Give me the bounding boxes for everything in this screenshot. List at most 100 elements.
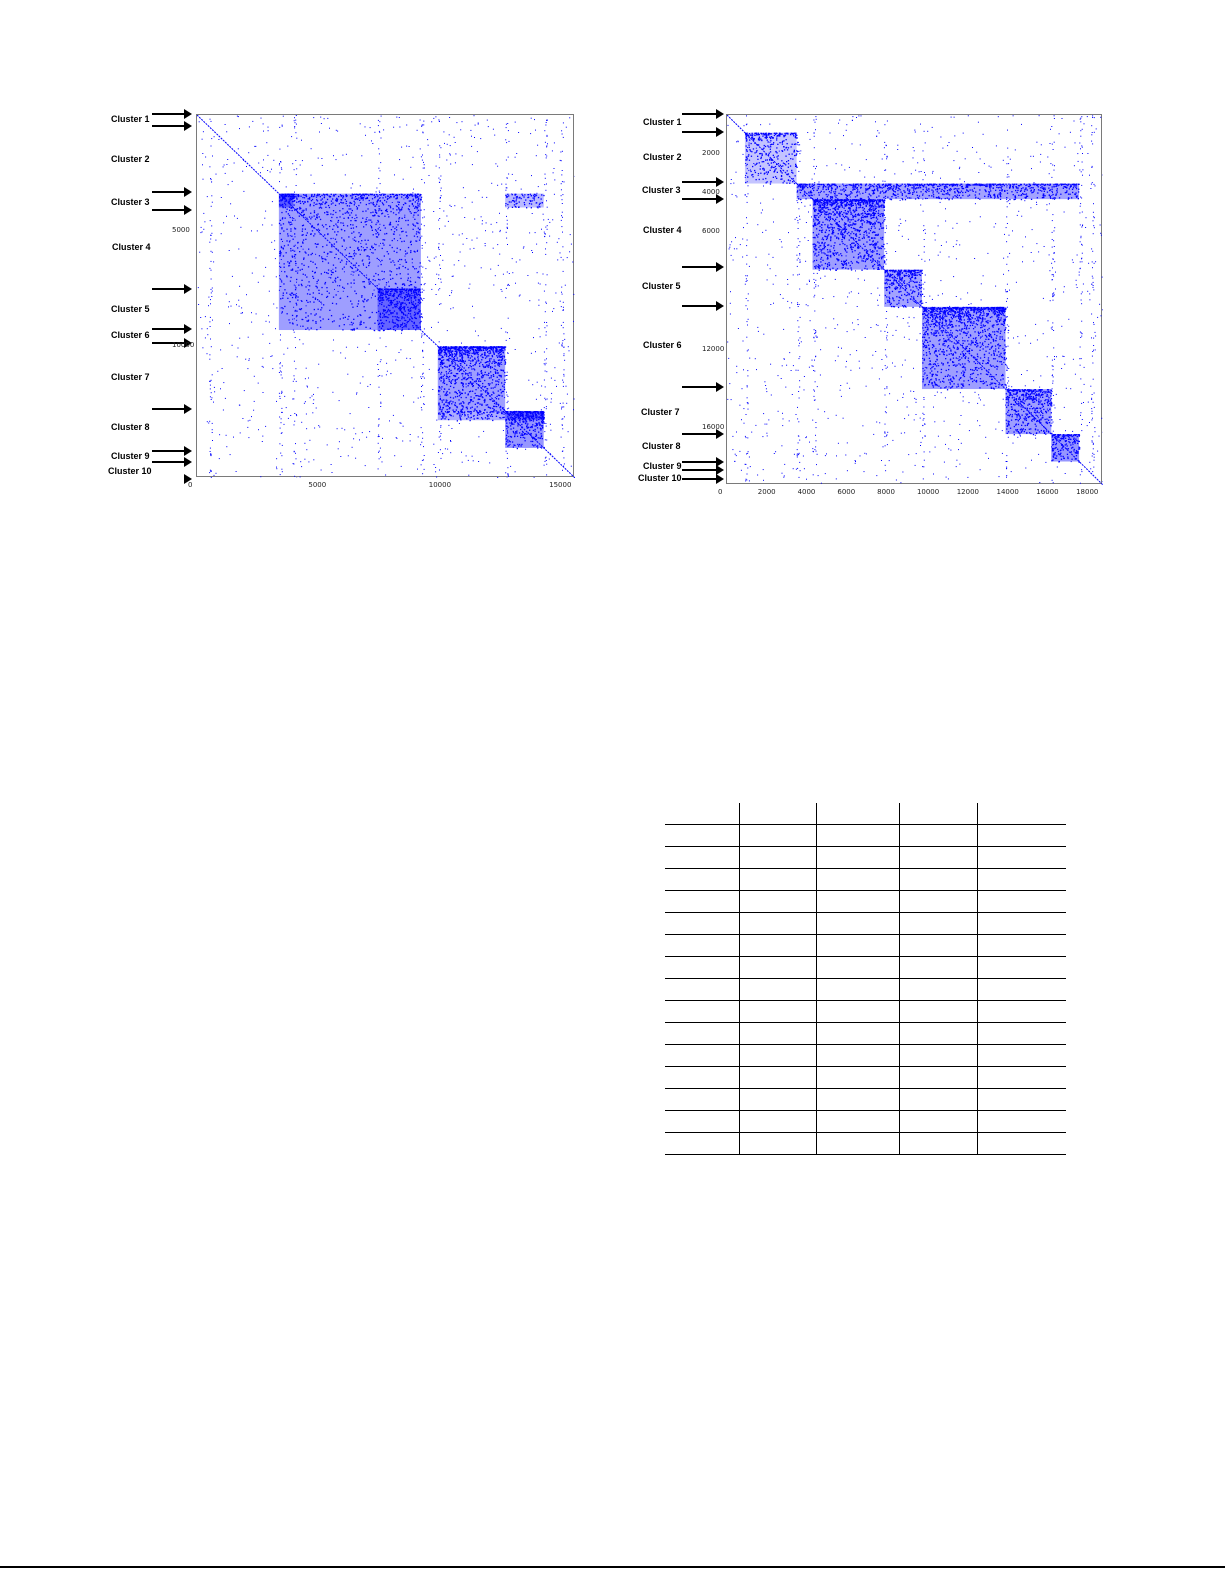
matrix-dot — [294, 122, 296, 124]
matrix-dot — [378, 418, 380, 420]
matrix-dot — [559, 159, 561, 161]
matrix-dot — [487, 350, 489, 352]
matrix-dot — [398, 207, 400, 209]
matrix-dot — [359, 234, 362, 236]
matrix-dot — [535, 435, 538, 437]
matrix-dot — [536, 423, 538, 426]
matrix-dot — [782, 418, 784, 420]
matrix-dot — [281, 468, 283, 470]
matrix-dot — [512, 430, 514, 433]
matrix-dot — [354, 218, 356, 219]
matrix-dot — [566, 402, 568, 404]
matrix-dot — [210, 453, 212, 455]
matrix-dot — [366, 300, 368, 302]
matrix-dot — [417, 200, 420, 202]
matrix-dot — [844, 169, 846, 171]
matrix-dot — [775, 451, 777, 453]
matrix-dot — [336, 225, 338, 227]
matrix-dot — [454, 142, 456, 143]
matrix-dot — [349, 324, 351, 326]
matrix-dot — [286, 240, 288, 242]
matrix-dot — [461, 359, 463, 362]
matrix-dot — [947, 145, 949, 147]
matrix-dot — [415, 240, 417, 242]
matrix-dot — [456, 357, 458, 359]
matrix-dot — [440, 352, 442, 354]
matrix-dot — [286, 313, 288, 315]
matrix-dot — [358, 249, 360, 251]
matrix-dot — [486, 404, 489, 406]
matrix-dot — [451, 352, 452, 354]
matrix-dot — [824, 411, 826, 413]
matrix-dot — [533, 477, 535, 478]
matrix-dot — [470, 411, 473, 413]
matrix-dot — [400, 303, 403, 305]
matrix-dot — [312, 296, 314, 298]
matrix-dot — [350, 329, 352, 331]
matrix-dot — [343, 324, 345, 326]
matrix-dot — [280, 253, 282, 255]
matrix-dot — [519, 417, 521, 420]
matrix-dot — [340, 222, 342, 224]
matrix-dot — [528, 379, 530, 381]
matrix-dot — [1100, 234, 1102, 236]
matrix-dot — [461, 357, 463, 359]
matrix-dot — [459, 349, 461, 351]
matrix-dot — [499, 389, 502, 391]
matrix-dot — [417, 468, 418, 470]
matrix-dot — [337, 276, 339, 278]
matrix-dot — [437, 452, 439, 453]
matrix-dot — [505, 339, 507, 341]
matrix-dot — [209, 451, 211, 452]
matrix-dot — [391, 300, 393, 302]
matrix-dot — [233, 436, 234, 438]
matrix-dot — [962, 337, 963, 339]
matrix-dot — [806, 283, 808, 285]
matrix-dot — [359, 314, 361, 316]
matrix-dot — [770, 363, 772, 365]
matrix-dot — [333, 225, 335, 227]
matrix-dot — [573, 398, 575, 400]
matrix-dot — [835, 163, 837, 165]
matrix-dot — [543, 407, 545, 409]
matrix-dot — [477, 372, 479, 374]
matrix-dot — [439, 377, 440, 379]
matrix-dot — [510, 436, 513, 438]
matrix-dot — [446, 373, 448, 375]
matrix-dot — [209, 380, 210, 382]
matrix-dot — [447, 448, 449, 450]
matrix-dot — [421, 179, 423, 180]
matrix-dot — [520, 436, 522, 439]
matrix-dot — [417, 291, 420, 293]
matrix-dot — [492, 247, 494, 249]
matrix-dot — [954, 135, 956, 137]
matrix-dot — [531, 415, 533, 417]
matrix-dot — [500, 409, 502, 411]
matrix-dot — [420, 297, 422, 299]
matrix-dot — [420, 396, 422, 398]
matrix-dot — [480, 370, 483, 372]
matrix-dot — [396, 313, 398, 315]
matrix-dot — [281, 407, 283, 409]
matrix-dot — [507, 432, 509, 434]
matrix-dot — [220, 349, 222, 351]
matrix-dot — [361, 197, 363, 199]
matrix-dot — [210, 455, 212, 457]
matrix-dot — [280, 371, 282, 373]
matrix-dot — [381, 292, 383, 295]
matrix-dot — [466, 408, 468, 410]
matrix-dot — [477, 411, 479, 414]
matrix-dot — [505, 450, 507, 452]
matrix-dot — [371, 246, 373, 248]
matrix-dot — [454, 404, 457, 407]
matrix-dot — [399, 307, 401, 309]
matrix-dot — [313, 459, 315, 461]
matrix-dot — [379, 313, 382, 316]
matrix-dot — [539, 417, 541, 419]
matrix-dot — [503, 346, 505, 349]
matrix-dot — [564, 284, 566, 286]
matrix-dot — [406, 357, 408, 359]
matrix-dot — [299, 269, 301, 271]
matrix-dot — [342, 290, 344, 292]
matrix-dot — [968, 402, 970, 404]
